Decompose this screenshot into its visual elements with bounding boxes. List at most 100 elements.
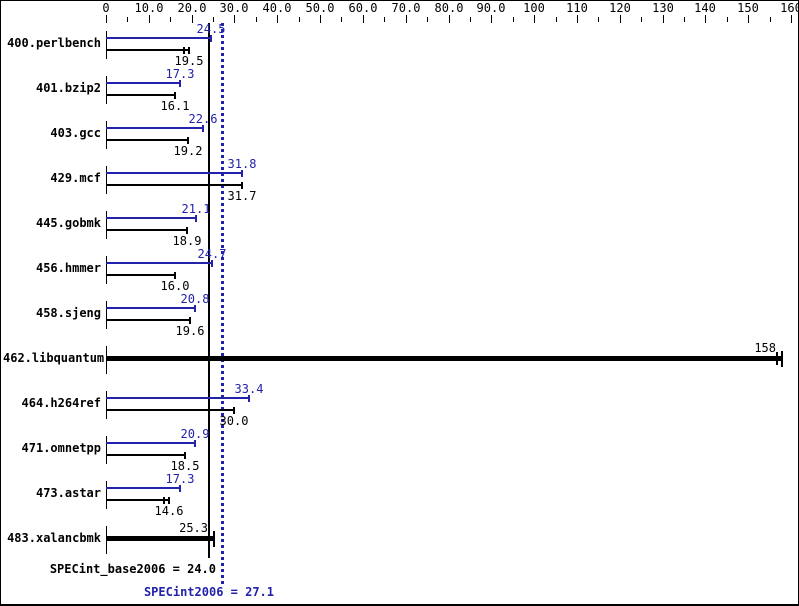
benchmark-label: 464.h264ref [21,396,101,410]
peak-bar [106,442,195,444]
base-bar-end-tick [186,227,188,234]
peak-bar-end-tick [211,260,213,267]
peak-value: 17.3 [165,67,195,81]
peak-bar [106,217,196,219]
axis-major-tick [149,15,150,23]
axis-minor-tick [256,17,257,22]
result-value: 158 [754,341,776,355]
peak-value: 24.7 [197,247,227,261]
axis-major-tick [791,15,792,23]
result-value: 25.3 [179,521,208,535]
peak-bar [106,127,203,129]
axis-major-tick [491,15,492,23]
peak-bar-end-tick [194,305,196,312]
axis-major-tick [663,15,664,23]
benchmark-label: 429.mcf [50,171,101,185]
peak-bar [106,37,211,39]
axis-tick-label: 150 [737,1,759,15]
benchmark-label: 445.gobmk [35,216,101,230]
row-axis-bracket [106,211,107,239]
peak-bar [106,172,242,174]
axis-minor-tick [556,17,557,22]
peak-value: 17.3 [165,472,195,486]
bar-end-tick [213,531,215,547]
base-bar-end-tick [241,182,243,189]
axis-tick-label: 120 [609,1,631,15]
peak-bar-end-tick [195,215,197,222]
peak-value: 21.1 [181,202,211,216]
axis-major-tick [192,15,193,23]
axis-minor-tick [213,17,214,22]
base-bar [106,274,175,276]
axis-tick-label: 90.0 [476,1,506,15]
axis-minor-tick [299,17,300,22]
axis-tick-label: 110 [566,1,588,15]
peak-bar [106,307,195,309]
row-axis-bracket [106,301,107,329]
base-mean-line [208,23,210,558]
base-run-tick [183,47,185,54]
specint-base-summary: SPECint_base2006 = 24.0 [49,562,216,576]
base-run-tick [163,497,165,504]
benchmark-label: 401.bzip2 [35,81,101,95]
axis-major-tick [363,15,364,23]
peak-value: 20.8 [180,292,210,306]
peak-value: 22.6 [188,112,218,126]
axis-minor-tick [341,17,342,22]
axis-minor-tick [170,17,171,22]
row-axis-bracket [106,76,107,104]
axis-tick-label: 60.0 [348,1,378,15]
peak-value: 33.4 [234,382,264,396]
row-axis-bracket [106,166,107,194]
base-value: 31.7 [227,189,257,203]
peak-bar-end-tick [179,485,181,492]
axis-minor-tick [427,17,428,22]
benchmark-label: 471.omnetpp [21,441,101,455]
axis-major-tick [620,15,621,23]
base-bar-end-tick [187,137,189,144]
base-bar [106,499,169,501]
row-axis-bracket [106,481,107,509]
base-value: 18.9 [172,234,202,248]
benchmark-label: 462.libquantum [3,351,105,365]
base-value: 16.0 [160,279,190,293]
base-bar-end-tick [233,407,235,414]
axis-minor-tick [770,17,771,22]
base-value: 19.6 [175,324,205,338]
base-bar [106,229,187,231]
axis-major-tick [320,15,321,23]
peak-bar [106,262,212,264]
row-axis-bracket [106,391,107,419]
axis-minor-tick [384,17,385,22]
axis-minor-tick [127,17,128,22]
base-bar-end-tick [189,317,191,324]
benchmark-label: 403.gcc [50,126,101,140]
base-value: 19.2 [173,144,203,158]
axis-minor-tick [598,17,599,22]
row-axis-bracket [106,436,107,464]
base-bar [106,454,185,456]
base-bar-end-tick [188,47,190,54]
axis-major-tick [106,15,107,23]
axis-tick-label: 130 [652,1,674,15]
peak-mean-line [221,23,224,587]
axis-major-tick [277,15,278,23]
benchmark-label: 483.xalancbmk [7,531,101,545]
axis-major-tick [234,15,235,23]
base-bar [106,94,175,96]
axis-tick-label: 20.0 [177,1,207,15]
base-value: 30.0 [219,414,249,428]
base-value: 14.6 [154,504,184,518]
peak-bar-end-tick [210,35,212,42]
axis-tick-label: 100 [523,1,545,15]
benchmark-label: 456.hmmer [35,261,101,275]
base-value: 18.5 [170,459,200,473]
axis-tick-label: 160 [780,1,798,15]
axis-major-tick [534,15,535,23]
axis-tick-label: 10.0 [134,1,164,15]
axis-major-tick [449,15,450,23]
axis-minor-tick [641,17,642,22]
axis-tick-label: 50.0 [305,1,335,15]
base-bar [106,139,188,141]
